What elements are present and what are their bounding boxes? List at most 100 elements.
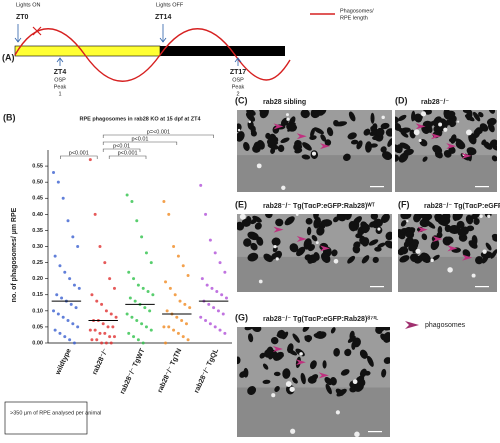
arrowhead	[461, 152, 472, 159]
vesicle	[443, 127, 448, 132]
point	[223, 331, 227, 335]
point	[55, 293, 59, 297]
outer-segment	[313, 127, 324, 135]
outer-segment	[266, 346, 274, 358]
outer-segment	[302, 142, 312, 151]
vesicle	[311, 151, 317, 156]
point	[69, 302, 73, 306]
outer-segment	[262, 379, 271, 384]
outer-segment	[380, 214, 390, 223]
outer-segment	[252, 140, 263, 151]
point	[140, 235, 144, 239]
outer-segment	[455, 140, 466, 150]
point	[71, 322, 75, 326]
vesicle	[335, 410, 340, 415]
vesicle	[415, 248, 421, 254]
x-tick-label: wildtype	[54, 348, 73, 377]
outer-segment	[395, 154, 400, 162]
vesicle	[354, 431, 360, 437]
outer-segment	[488, 110, 496, 114]
text: ZT4	[54, 69, 67, 76]
outer-segment	[348, 111, 356, 122]
outer-segment	[432, 144, 443, 154]
vesicle	[237, 128, 241, 132]
text: ZT17	[230, 69, 246, 76]
outer-segment	[422, 156, 428, 162]
panel-title: rab28⁻/⁻	[421, 99, 449, 106]
outer-segment	[365, 141, 372, 153]
outer-segment	[399, 246, 409, 255]
outer-segment	[361, 237, 370, 247]
scale-bar	[368, 431, 382, 433]
point	[127, 270, 131, 274]
outer-segment	[316, 226, 325, 236]
point	[93, 328, 97, 332]
outer-segment	[340, 369, 350, 376]
outer-segment	[361, 223, 370, 234]
point	[130, 199, 134, 203]
panel-title: rab28⁻/⁻ Tg(TαcP:eGFP:Rab28)ᴽ⁷²ᴸ	[263, 316, 379, 323]
outer-segment	[300, 372, 306, 385]
panel-label: (E)	[235, 199, 247, 209]
point	[199, 315, 203, 319]
text: Peak	[232, 84, 245, 90]
text: ZT14	[155, 14, 171, 21]
point	[181, 264, 185, 268]
cell-region	[237, 387, 390, 437]
point	[56, 312, 60, 316]
point	[136, 283, 140, 287]
point	[72, 283, 76, 287]
point	[103, 331, 107, 335]
outer-segment	[383, 327, 390, 331]
point	[56, 180, 60, 184]
outer-segment	[448, 146, 456, 154]
outer-segment	[438, 119, 448, 130]
outer-segment	[372, 222, 379, 229]
point	[68, 338, 72, 342]
significance-bracket	[108, 155, 147, 159]
outer-segment	[287, 348, 298, 356]
micrograph	[398, 214, 497, 292]
point	[108, 335, 112, 339]
point	[58, 331, 62, 335]
vesicle	[239, 214, 246, 220]
y-tick-label: 0.40	[32, 212, 43, 218]
point	[101, 322, 105, 326]
point	[167, 325, 171, 329]
outer-segment	[277, 144, 285, 153]
outer-segment	[382, 151, 392, 160]
outer-segment	[422, 214, 428, 218]
outer-segment	[237, 221, 245, 231]
outer-segment	[274, 385, 280, 393]
vesicle	[482, 249, 487, 254]
vesicle	[271, 393, 276, 398]
outer-segment	[470, 214, 480, 220]
arrowhead	[273, 123, 284, 130]
point	[164, 280, 168, 284]
scale-bar	[475, 286, 489, 288]
outer-segment	[313, 217, 322, 229]
vesicle	[290, 428, 296, 434]
point	[181, 335, 185, 339]
outer-segment	[333, 216, 340, 223]
phagosome-curve	[14, 28, 291, 82]
outer-segment	[425, 220, 436, 229]
outer-segment	[237, 131, 245, 142]
outer-segment	[395, 116, 399, 124]
y-axis-label: no. of phagosomes/ µm RPE	[11, 207, 18, 302]
point	[53, 328, 57, 332]
outer-segment	[275, 218, 284, 227]
point	[172, 328, 176, 332]
point	[141, 341, 145, 345]
outer-segment	[302, 327, 310, 332]
legend-text: phagosomes	[425, 322, 466, 329]
outer-segment	[320, 134, 327, 142]
arrowhead	[405, 321, 419, 329]
outer-segment	[381, 368, 387, 378]
point	[148, 309, 152, 313]
arrowhead	[446, 143, 457, 150]
point	[183, 302, 187, 306]
vesicle	[273, 245, 277, 249]
outer-segment	[307, 376, 317, 384]
point	[114, 315, 118, 319]
